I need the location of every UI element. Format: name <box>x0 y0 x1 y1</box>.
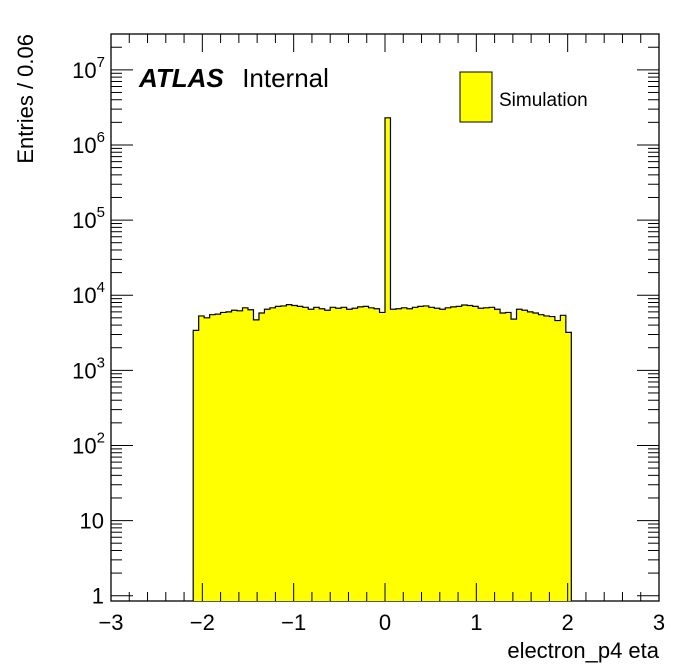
histogram-bar <box>395 308 402 601</box>
legend: Simulation <box>459 71 588 123</box>
histogram-bar <box>560 315 567 601</box>
histogram-bar <box>434 308 441 601</box>
histogram-bar <box>439 309 446 601</box>
histogram-bar <box>258 312 265 601</box>
histogram-bar <box>341 307 347 601</box>
histogram-bar <box>472 306 479 601</box>
histogram-bar <box>374 308 380 601</box>
histogram-bar <box>423 305 430 601</box>
x-tick-label: −3 <box>98 610 123 635</box>
histogram-bars <box>192 117 572 601</box>
histogram-bar <box>275 306 282 601</box>
histogram-bar <box>428 307 435 601</box>
histogram-bar <box>401 307 408 601</box>
histogram-bar <box>406 308 413 601</box>
atlas-status-text: Internal <box>242 63 329 93</box>
histogram-bar <box>204 317 210 601</box>
y-tick-label: 106 <box>72 129 105 158</box>
histogram-bar <box>494 309 501 601</box>
histogram-bar <box>193 330 199 601</box>
histogram-bar <box>231 310 238 601</box>
histogram-bar <box>565 332 572 601</box>
histogram-bar <box>500 312 506 601</box>
y-tick-label: 10 <box>80 509 104 534</box>
y-tick-label: 104 <box>72 279 105 308</box>
histogram-bar <box>330 307 336 601</box>
x-tick-label: −2 <box>190 610 215 635</box>
histogram-bar <box>390 309 397 601</box>
histogram-bar <box>352 308 358 601</box>
y-tick-label: 1 <box>92 584 104 609</box>
histogram-bar <box>527 311 534 601</box>
histogram-bar <box>549 316 556 601</box>
histogram-bar <box>319 308 326 601</box>
histogram-bar <box>505 312 512 601</box>
histogram-bar <box>264 309 271 601</box>
y-tick-label: 107 <box>72 54 105 83</box>
legend-swatch <box>459 71 493 123</box>
histogram-bar <box>538 314 545 601</box>
histogram-bar <box>445 307 452 601</box>
atlas-label: ATLAS Internal <box>138 63 329 93</box>
x-tick-label: 0 <box>379 610 391 635</box>
histogram-bar <box>237 310 243 601</box>
histogram-bar <box>516 309 523 601</box>
y-tick-label: 105 <box>72 204 105 233</box>
histogram-bar <box>220 312 227 601</box>
histogram-bar <box>198 315 205 601</box>
histogram-bar <box>302 307 309 601</box>
histogram-bar <box>335 308 342 601</box>
histogram-bar <box>357 306 364 601</box>
x-tick-label: 3 <box>653 610 665 635</box>
histogram-bar <box>308 309 315 601</box>
histogram-bar <box>511 319 517 601</box>
histogram-bar <box>253 319 260 601</box>
y-tick-label: 102 <box>72 429 105 458</box>
histogram-bar <box>226 311 232 601</box>
histogram-bar <box>478 308 484 601</box>
x-tick-label: 2 <box>562 610 574 635</box>
atlas-experiment-text: ATLAS <box>138 63 224 93</box>
histogram-bar <box>286 304 293 601</box>
x-tick-label: 1 <box>470 610 482 635</box>
x-tick-label: −1 <box>281 610 306 635</box>
histogram-bar <box>412 307 419 601</box>
histogram-bar <box>532 312 539 601</box>
x-axis-title: electron_p4 eta <box>507 638 659 663</box>
histogram-bar <box>522 310 528 601</box>
histogram-bar <box>291 305 298 601</box>
y-axis-ticks: 1 10 102 103 104 105 106 107 <box>72 33 659 609</box>
histogram-bar <box>280 305 287 601</box>
histogram-bar <box>385 117 391 601</box>
histogram-bar <box>483 307 490 601</box>
histogram-bar <box>368 307 375 601</box>
histogram-bar <box>346 309 353 601</box>
histogram-bar <box>363 306 369 601</box>
histogram-bar <box>489 307 495 601</box>
histogram-bar <box>461 305 468 601</box>
histogram-bar <box>417 306 424 601</box>
histogram-bar <box>543 315 550 601</box>
histogram-outline <box>192 117 572 601</box>
y-axis-title: Entries / 0.06 <box>13 34 38 164</box>
y-tick-label: 103 <box>72 354 105 383</box>
histogram-bar <box>269 307 276 601</box>
histogram-bar <box>215 314 221 601</box>
histogram-bar <box>379 312 386 601</box>
histogram-bar <box>248 309 254 601</box>
x-axis-ticks: −3 −2 −1 0 1 2 3 <box>98 34 665 635</box>
histogram-bar <box>297 306 304 601</box>
histogram-bar <box>467 305 473 601</box>
histogram-bar <box>209 314 216 601</box>
legend-label: Simulation <box>499 90 588 111</box>
histogram-bar <box>242 307 249 601</box>
histogram-bar <box>324 310 331 601</box>
histogram-bar <box>456 306 463 601</box>
histogram-bar <box>554 320 561 601</box>
histogram-bar <box>450 306 457 601</box>
histogram-bar <box>313 307 320 601</box>
